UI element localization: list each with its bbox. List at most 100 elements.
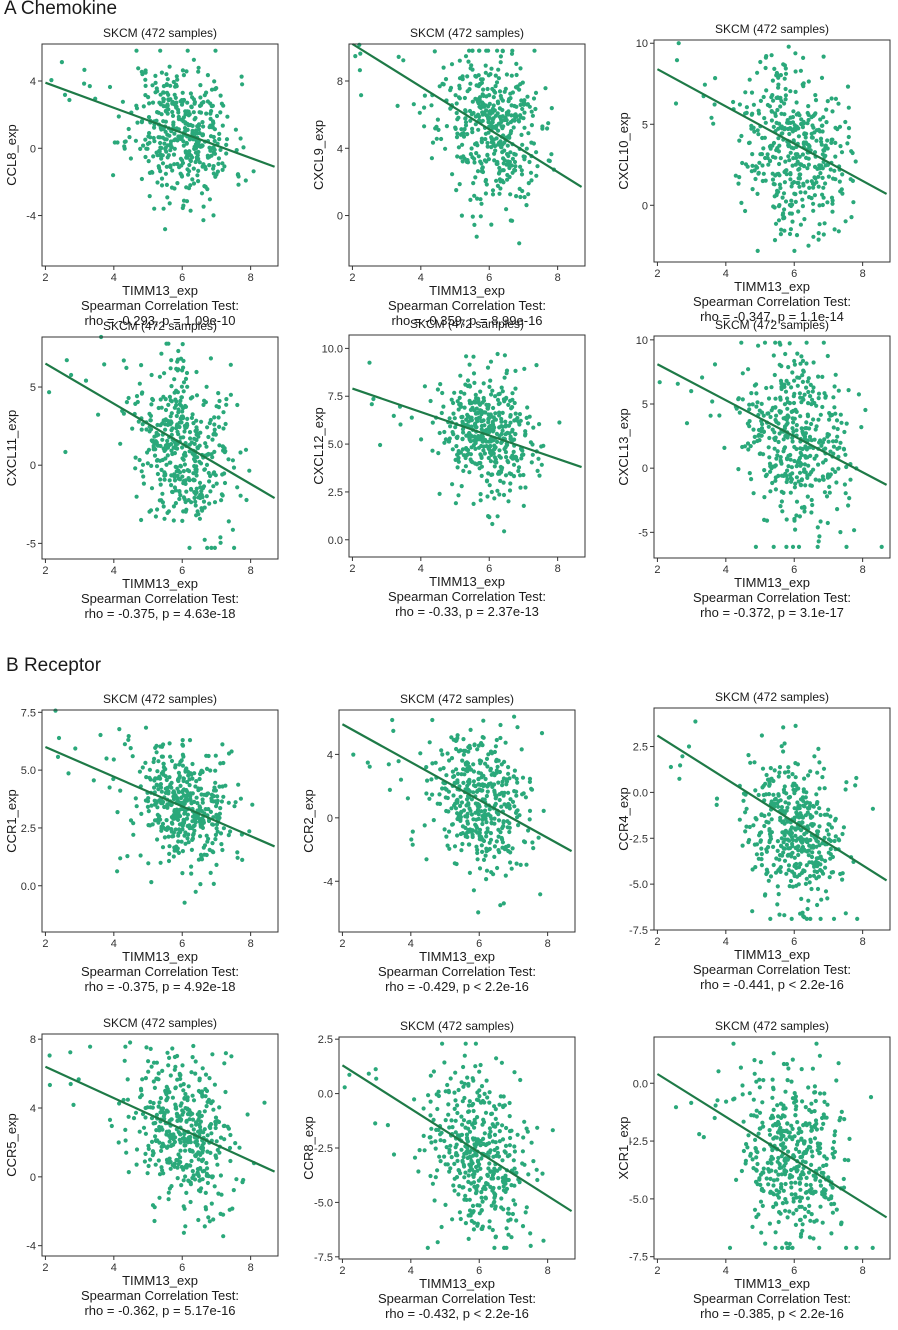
data-point [165, 442, 169, 446]
data-point [195, 487, 199, 491]
data-point [748, 141, 752, 145]
stat-result: rho = -0.33, p = 2.37e-13 [395, 604, 539, 619]
data-point [796, 181, 800, 185]
data-point [430, 793, 434, 797]
data-point [818, 117, 822, 121]
data-point [754, 545, 758, 549]
data-point [200, 143, 204, 147]
data-point [149, 464, 153, 468]
data-point [220, 742, 224, 746]
data-point [262, 1101, 266, 1105]
data-point [190, 762, 194, 766]
data-point [807, 79, 811, 83]
data-point [751, 428, 755, 432]
data-point [508, 1129, 512, 1133]
y-axis-label: CCR2_exp [301, 789, 316, 853]
data-point [787, 158, 791, 162]
data-point [787, 868, 791, 872]
data-point [508, 860, 512, 864]
data-point [794, 200, 798, 204]
data-point [214, 1116, 218, 1120]
data-point [196, 509, 200, 513]
data-point [147, 159, 151, 163]
data-point [202, 846, 206, 850]
data-point [789, 458, 793, 462]
data-point [229, 1054, 233, 1058]
data-point [776, 849, 780, 853]
data-point [144, 147, 148, 151]
data-point [48, 1053, 52, 1057]
data-point [411, 830, 415, 834]
data-point [777, 771, 781, 775]
data-point [512, 152, 516, 156]
data-point [465, 74, 469, 78]
data-point [200, 101, 204, 105]
data-point [479, 161, 483, 165]
data-point [170, 452, 174, 456]
x-tick-label: 2 [42, 938, 48, 950]
data-point [475, 235, 479, 239]
data-point [767, 812, 771, 816]
data-point [451, 412, 455, 416]
data-point [143, 1115, 147, 1119]
data-point [449, 1076, 453, 1080]
data-point [153, 454, 157, 458]
x-tick-label: 8 [555, 563, 561, 575]
data-point [806, 401, 810, 405]
y-tick-label: 5.0 [21, 765, 36, 777]
data-point [474, 441, 478, 445]
data-point [799, 354, 803, 358]
data-point [823, 786, 827, 790]
data-point [475, 789, 479, 793]
data-point [762, 824, 766, 828]
data-point [506, 499, 510, 503]
data-point [429, 777, 433, 781]
data-point [214, 754, 218, 758]
data-point [836, 467, 840, 471]
data-point [173, 485, 177, 489]
data-point [817, 392, 821, 396]
data-point [159, 829, 163, 833]
stat-test-title: Spearman Correlation Test: [81, 298, 239, 313]
data-point [813, 93, 817, 97]
data-point [851, 200, 855, 204]
data-point [488, 449, 492, 453]
data-point [198, 1077, 202, 1081]
data-point [172, 377, 176, 381]
data-point [784, 93, 788, 97]
data-point [182, 429, 186, 433]
data-point [520, 143, 524, 147]
data-point [168, 165, 172, 169]
data-point [213, 175, 217, 179]
data-point [525, 405, 529, 409]
data-point [506, 403, 510, 407]
data-point [785, 517, 789, 521]
chart-title: SKCM (472 samples) [410, 26, 524, 40]
data-point [111, 173, 115, 177]
data-point [773, 194, 777, 198]
data-point [828, 814, 832, 818]
data-point [161, 1106, 165, 1110]
data-point [480, 140, 484, 144]
data-point [823, 181, 827, 185]
data-point [837, 837, 841, 841]
data-point [520, 107, 524, 111]
data-point [779, 381, 783, 385]
x-tick-label: 4 [111, 938, 117, 950]
data-point [429, 399, 433, 403]
data-point [809, 510, 813, 514]
data-point [126, 1098, 130, 1102]
data-point [166, 403, 170, 407]
data-point [777, 218, 781, 222]
data-point [514, 794, 518, 798]
data-point [767, 436, 771, 440]
data-point [513, 164, 517, 168]
data-point [821, 186, 825, 190]
data-point [496, 812, 500, 816]
data-point [816, 463, 820, 467]
data-point [237, 1146, 241, 1150]
data-point [779, 228, 783, 232]
data-point [798, 172, 802, 176]
data-point [135, 804, 139, 808]
